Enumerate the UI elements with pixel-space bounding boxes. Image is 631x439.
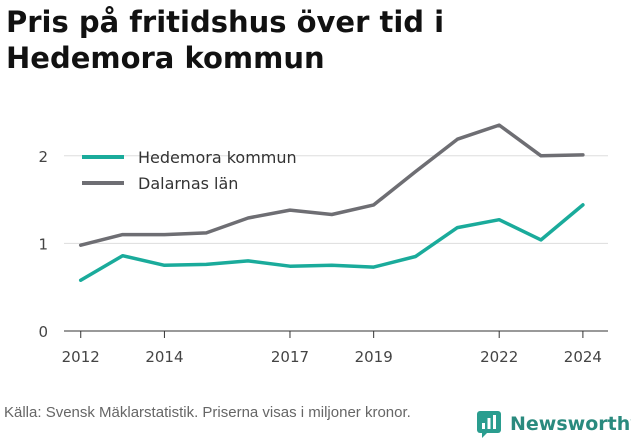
legend-label: Hedemora kommun [138, 148, 297, 167]
x-axis: 2012 2014 2017 2019 2022 2024 [62, 330, 608, 366]
x-tick-label: 2012 [62, 348, 100, 366]
chart-grid [64, 155, 608, 244]
legend-label: Dalarnas län [138, 174, 238, 193]
newsworthy-logo-icon [477, 411, 501, 438]
x-tick-label: 2017 [271, 348, 309, 366]
brand-logo: Newsworthy [476, 409, 631, 439]
chart-series [78, 123, 585, 282]
y-axis-ticks: 0 1 2 [38, 148, 48, 341]
y-tick-label: 1 [38, 235, 48, 253]
brand-name: Newsworthy [510, 413, 631, 435]
page-title: Pris på fritidshus över tid i Hedemora k… [6, 5, 445, 75]
y-tick-label: 2 [38, 148, 48, 166]
x-tick-label: 2014 [145, 348, 183, 366]
series-line-1 [78, 203, 585, 282]
y-tick-label: 0 [38, 323, 48, 341]
x-tick-label: 2024 [564, 348, 602, 366]
chart-legend: Hedemora kommun Dalarnas län [82, 148, 297, 193]
x-tick-label: 2019 [355, 348, 393, 366]
series-line-2 [78, 123, 585, 247]
source-note: Källa: Svensk Mäklarstatistik. Priserna … [4, 404, 411, 421]
x-tick-label: 2022 [480, 348, 518, 366]
